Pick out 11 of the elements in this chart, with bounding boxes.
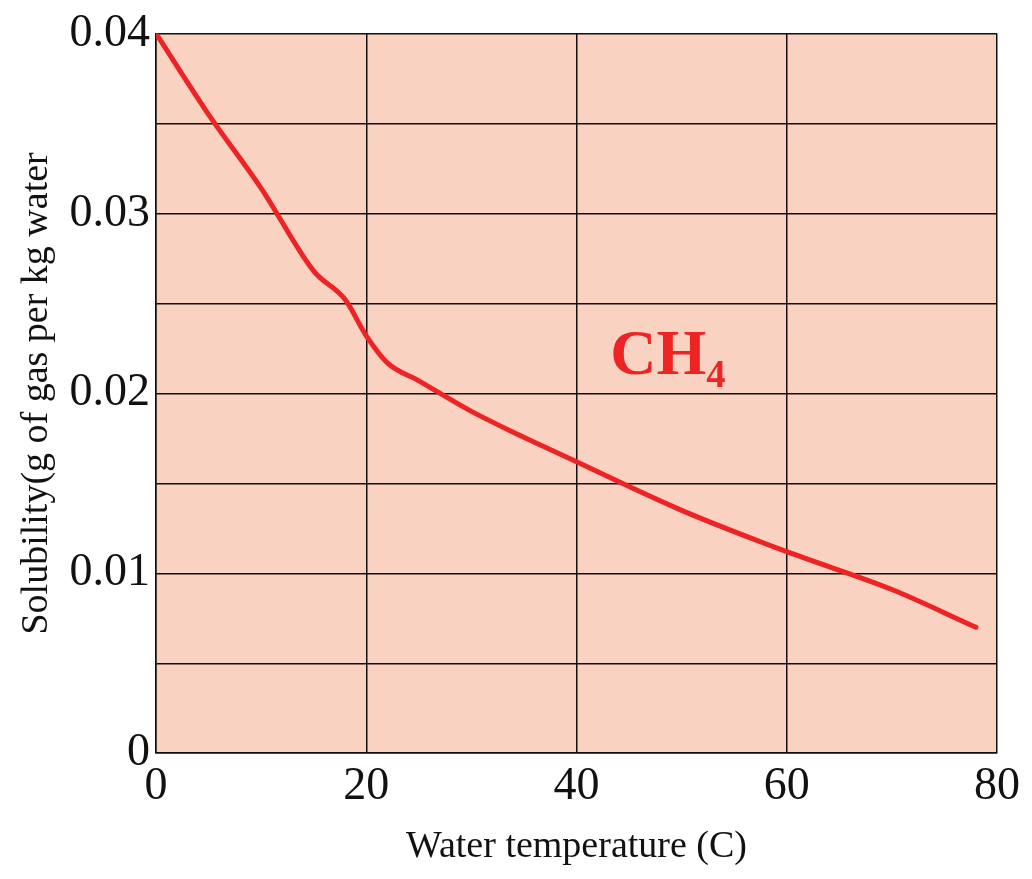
x-tick-label: 60 [763,757,810,809]
y-tick-label: 0.02 [69,364,151,416]
y-tick-label: 0.04 [69,4,151,56]
x-tick-label: 20 [343,757,390,809]
y-tick-label: 0.01 [69,544,151,596]
y-axis-title: Solubility(g of gas per kg water [12,151,56,635]
x-tick-label: 80 [974,757,1020,809]
x-tick-label: 40 [553,757,600,809]
y-tick-label: 0.03 [69,184,151,236]
x-axis-title: Water temperature (C) [406,823,747,867]
series-label: CH₄ [610,316,726,388]
